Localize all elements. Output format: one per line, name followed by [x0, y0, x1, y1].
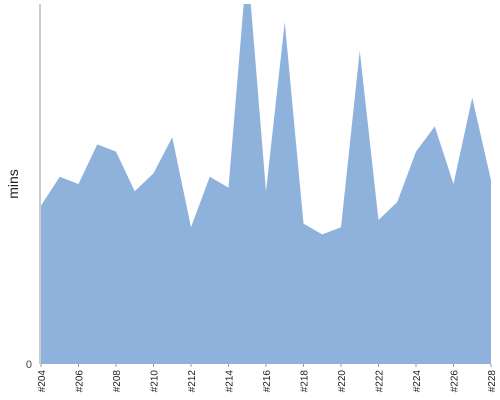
x-tick-label: #214: [225, 370, 236, 393]
x-tick-label: #210: [150, 370, 161, 393]
y-axis-ticks: 0: [26, 359, 32, 371]
series-area: [41, 4, 491, 364]
x-tick-label: #204: [37, 370, 48, 393]
x-tick-label: #216: [262, 370, 273, 393]
x-tick-label: #226: [450, 370, 461, 393]
x-tick-label: #212: [187, 370, 198, 393]
x-tick-label: #218: [300, 370, 311, 393]
x-tick-label: #224: [412, 370, 423, 393]
y-axis-label: mins: [5, 169, 21, 199]
series-area-layer: [41, 4, 491, 364]
x-tick-label: #208: [112, 370, 123, 393]
x-axis-ticks: #204 #206 #208 #210 #212 #214 #216 #218 #220 #222…: [37, 364, 498, 392]
x-tick-label: #228: [487, 370, 498, 393]
x-tick-label: #206: [75, 370, 86, 393]
x-tick-label: #220: [337, 370, 348, 393]
x-tick-label: #222: [375, 370, 386, 393]
y-tick-label: 0: [26, 359, 32, 371]
